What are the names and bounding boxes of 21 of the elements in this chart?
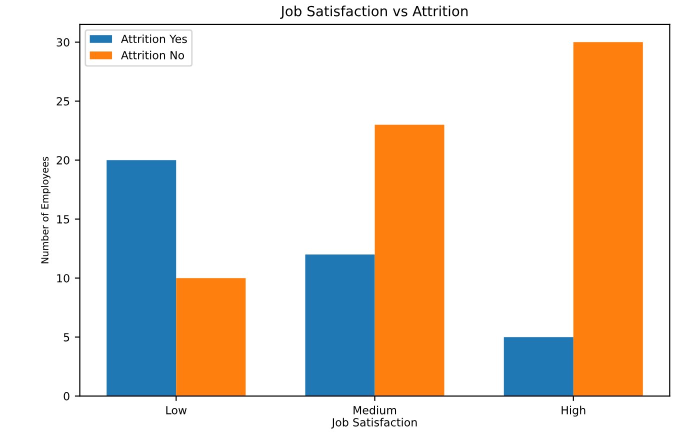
y-tick-label: 25 xyxy=(56,97,70,106)
y-axis-title: Number of Employees xyxy=(40,156,50,264)
chart-title: Job Satisfaction vs Attrition xyxy=(280,6,468,19)
bar xyxy=(573,42,643,396)
x-tick-label: High xyxy=(562,406,586,417)
y-tick-label: 30 xyxy=(56,38,70,47)
y-tick-label: 5 xyxy=(64,333,70,342)
bar xyxy=(176,278,246,396)
bar xyxy=(106,160,176,396)
x-tick-label: Low xyxy=(166,406,187,414)
bar xyxy=(504,337,574,396)
bar xyxy=(305,254,375,396)
bar xyxy=(374,124,444,396)
x-tick-label: Medium xyxy=(354,406,396,414)
y-tick-label: 10 xyxy=(57,274,70,282)
y-tick-label: 0 xyxy=(64,392,70,400)
y-tick-label: 20 xyxy=(56,156,70,165)
x-axis-title: Job Satisfaction xyxy=(331,418,417,429)
y-tick-label: 15 xyxy=(57,215,70,224)
legend-label: Attrition Yes xyxy=(121,34,187,44)
legend-label: Attrition No xyxy=(121,50,184,60)
